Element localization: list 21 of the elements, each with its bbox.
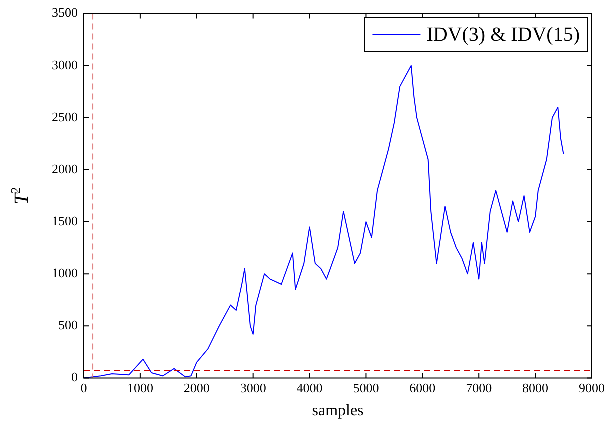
x-tick-label: 5000: [353, 380, 380, 396]
x-tick-label: 0: [80, 380, 88, 396]
y-tick-label: 2000: [52, 161, 78, 176]
y-tick-label: 1000: [52, 266, 78, 281]
x-tick-label: 6000: [410, 380, 436, 396]
x-axis-title: samples: [312, 402, 364, 420]
y-tick-label: 1500: [52, 213, 78, 228]
x-tick-label: 2000: [184, 380, 210, 396]
legend-label: IDV(3) & IDV(15): [426, 24, 580, 46]
x-tick-label: 1000: [127, 380, 154, 396]
y-tick-label: 2500: [52, 109, 78, 124]
y-tick-label: 3500: [52, 5, 78, 20]
x-tick-label: 8000: [522, 380, 549, 396]
y-tick-label: 3000: [52, 57, 78, 72]
x-tick-label: 7000: [466, 380, 492, 396]
y-tick-label: 500: [58, 318, 78, 333]
x-tick-label: 9000: [579, 380, 605, 396]
y-axis-title: T2: [8, 187, 33, 205]
x-tick-label: 3000: [240, 380, 266, 396]
x-tick-label: 4000: [296, 380, 323, 396]
y-tick-label: 0: [72, 370, 78, 385]
